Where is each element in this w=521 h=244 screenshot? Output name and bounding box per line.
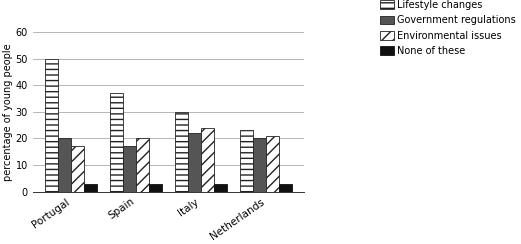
Y-axis label: percentage of young people: percentage of young people [3, 43, 13, 181]
Bar [58, 138, 71, 192]
Legend: Lifestyle changes, Government regulations, Environmental issues, None of these: Lifestyle changes, Government regulation… [380, 0, 516, 56]
Bar [201, 128, 214, 192]
Bar [266, 136, 279, 192]
Bar [279, 184, 292, 192]
Bar [253, 138, 266, 192]
Bar [149, 184, 162, 192]
Bar [71, 146, 84, 192]
Bar [136, 138, 149, 192]
Bar [240, 131, 253, 192]
Bar [84, 184, 97, 192]
Bar [45, 59, 58, 192]
Bar [110, 93, 123, 192]
Bar [175, 112, 188, 192]
Bar [214, 184, 227, 192]
Bar [188, 133, 201, 192]
Bar [123, 146, 136, 192]
